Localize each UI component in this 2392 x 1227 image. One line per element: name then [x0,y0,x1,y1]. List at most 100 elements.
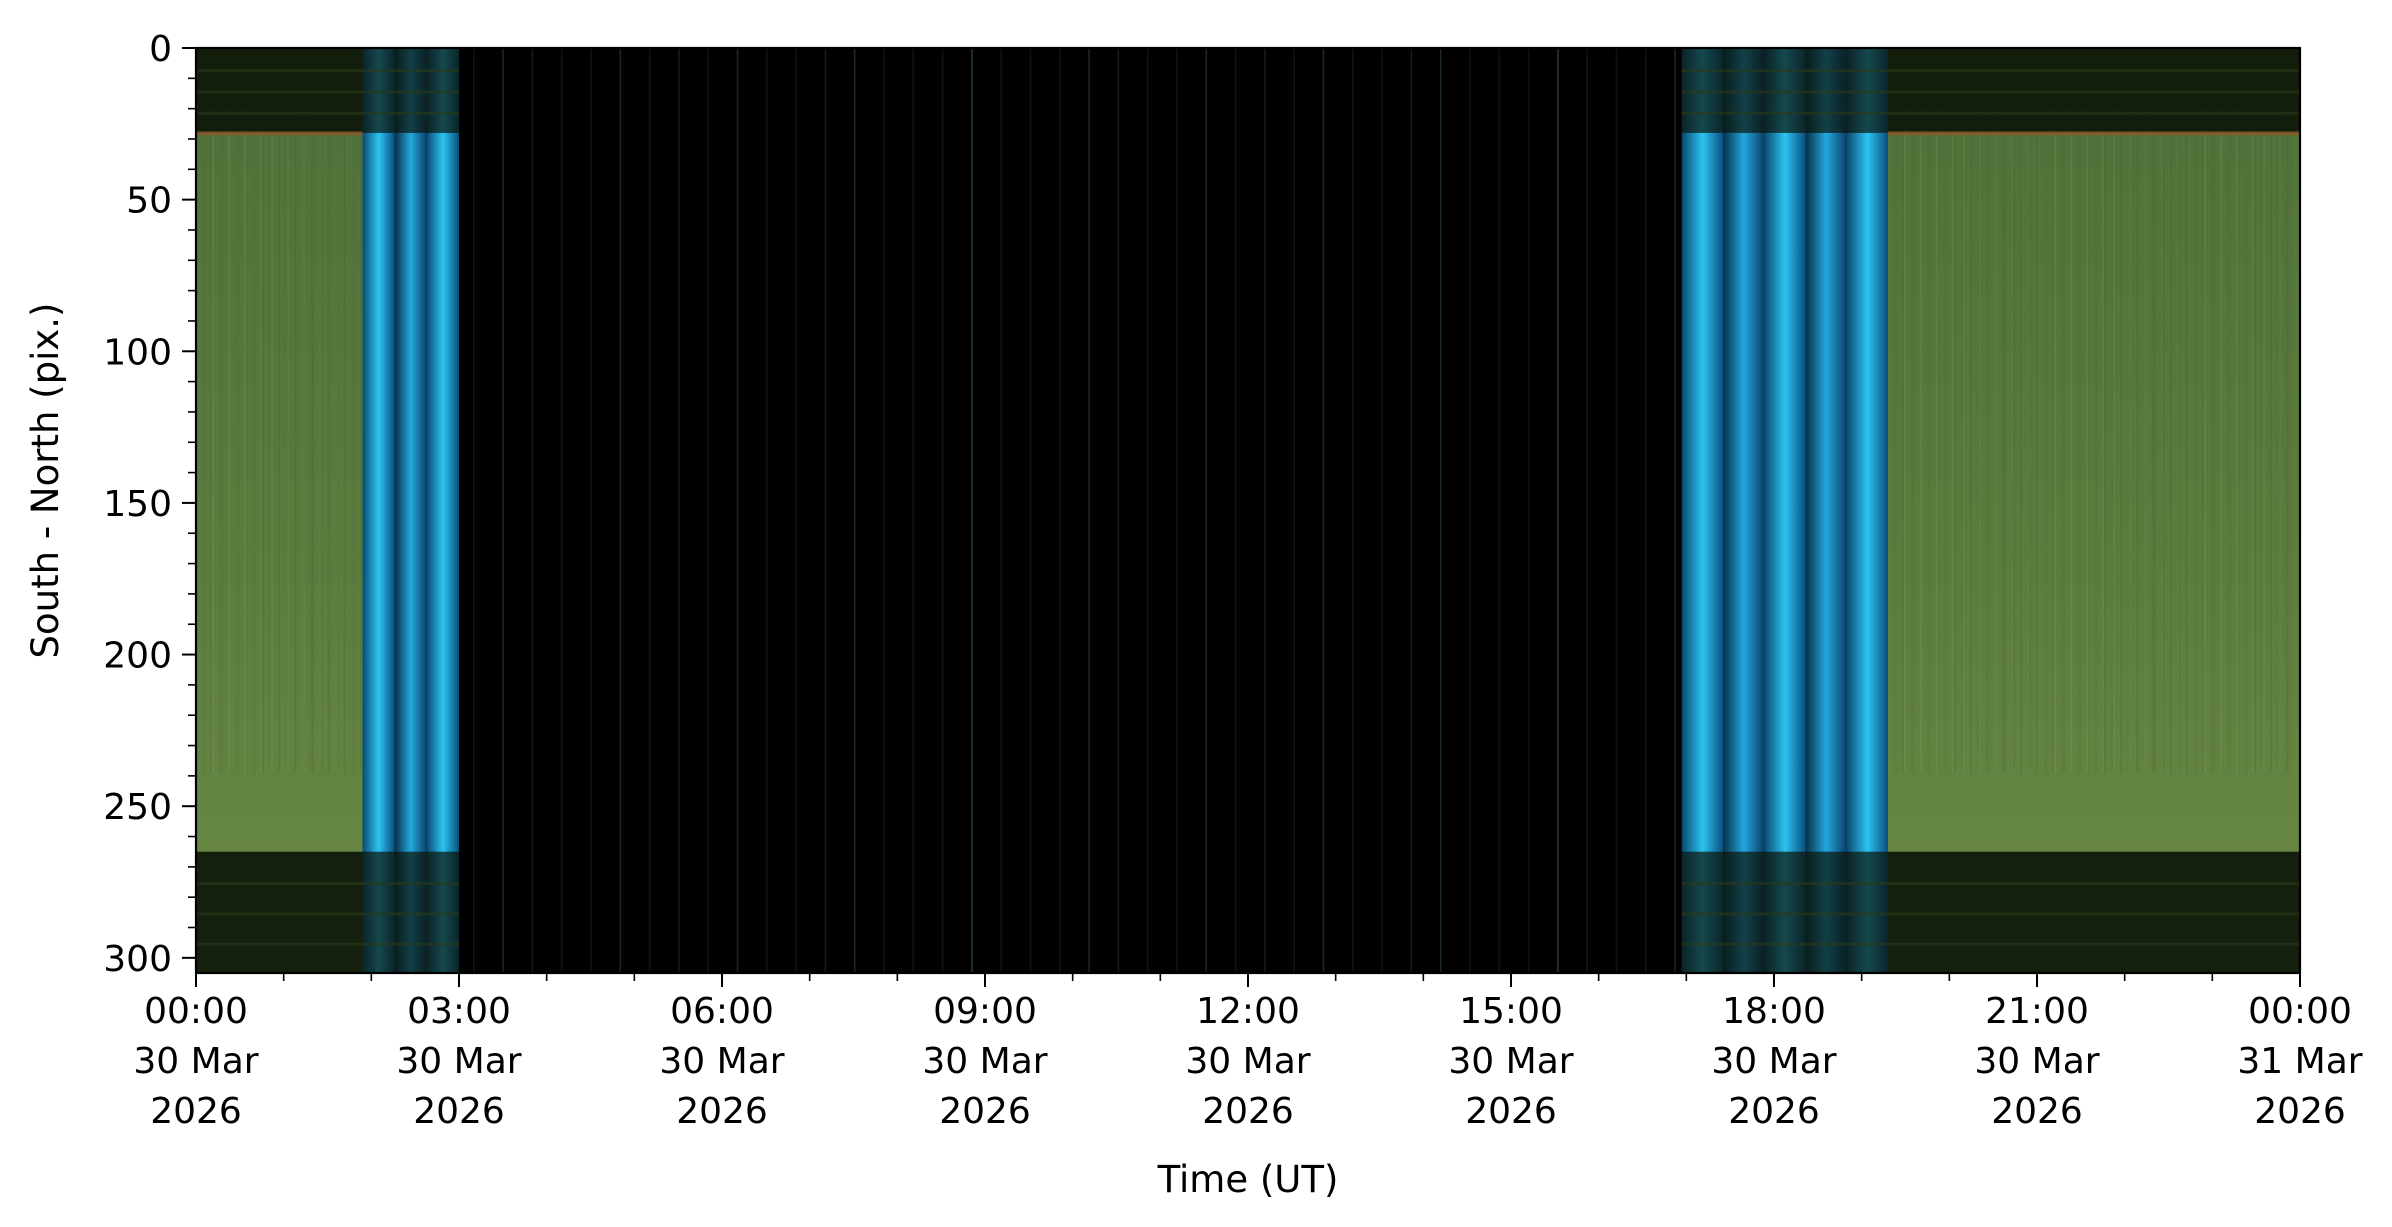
day-exposure-line [853,48,856,973]
night-streak [2151,108,2154,773]
day-exposure-line [1029,48,1032,973]
band-line [196,882,363,886]
y-axis: 0 50 100 150 200 250 300 [103,29,196,980]
band-line [362,942,459,946]
night-streak [2201,108,2204,773]
night-streak [2219,108,2222,773]
x-tick-label: 30 Mar [1185,1041,1310,1082]
day-exposure-line [1322,48,1325,973]
x-tick-label: 31 Mar [2237,1041,2362,1082]
night-streak [2062,108,2065,773]
night-streak [203,108,205,773]
band-line [362,912,459,916]
x-axis-label: Time (UT) [1157,1158,1339,1201]
night-streak [1928,108,1931,773]
night-streak [2078,108,2081,773]
y-tick-label: 100 [103,332,172,373]
band-line [1681,90,1888,94]
night-streak [2035,108,2038,773]
twilight-stripe [1805,48,1847,973]
day-exposure-line [1469,48,1471,973]
x-tick-label: 2026 [2254,1091,2346,1132]
night-streak [346,108,348,773]
day-exposure-line [1205,48,1208,973]
night-streak [1985,108,1988,773]
day-exposure-line [766,48,768,973]
night-streak [246,108,248,773]
night-streak [1903,108,1906,773]
night-streak [1994,108,1997,773]
y-tick-label: 0 [149,29,172,70]
night-streak [2253,108,2256,773]
night-streak [262,108,264,773]
day-exposure-line [648,48,651,973]
night-streak [278,108,280,773]
day-exposure-line [1293,48,1295,973]
night-streak [2087,108,2090,773]
band-line [196,912,363,916]
night-streak [2085,108,2088,773]
day-exposure-line [1117,48,1120,973]
night-streak [1969,108,1972,773]
x-tick-label: 2026 [1465,1091,1557,1132]
night-streak [2053,108,2056,773]
night-streak [2235,108,2238,773]
night-streak [235,108,237,773]
day-exposure-line [912,48,915,973]
day-exposure-line [1234,48,1237,973]
night-streak [1953,108,1956,773]
band-line [1887,912,2300,916]
band-line [362,111,459,115]
night-streak [1944,108,1947,773]
night-streak [2187,108,2190,773]
day-exposure-line [590,48,592,973]
night-streak [2026,108,2029,773]
night-streak [2276,108,2279,773]
night-streak [1910,108,1913,773]
night-streak [2203,108,2206,773]
night-streak [2135,108,2138,773]
night-streak [1919,108,1922,773]
night-streak [328,108,330,773]
night-streak [260,108,262,773]
band-line [1681,942,1888,946]
night-streak [2044,108,2047,773]
night-streak [2212,108,2215,773]
night-streak [303,108,305,773]
x-tick-label: 30 Mar [1448,1041,1573,1082]
day-exposure-line [1088,48,1090,973]
night-streak [2128,108,2131,773]
night-streak [2076,108,2079,773]
day-exposure-line [707,48,709,973]
region-twilight-3 [1681,48,1888,973]
night-streak [2094,108,2097,773]
night-streak [271,108,273,773]
band-line [196,111,363,115]
region-night-0 [196,48,363,973]
night-streak [2028,108,2031,773]
x-tick-label: 30 Mar [396,1041,521,1082]
night-streak [1926,108,1929,773]
night-streak [2126,108,2129,773]
night-streak [1987,108,1990,773]
x-tick-label: 2026 [676,1091,768,1132]
night-streak [219,108,221,773]
night-streak [2019,108,2022,773]
night-region-fill [196,48,363,973]
day-exposure-line [1352,48,1354,973]
night-streak [2169,108,2172,773]
x-axis: 00:00 30 Mar 2026 03:00 30 Mar 2026 06:00 30 Ma… [133,973,2363,1132]
night-streak [2194,108,2197,773]
night-streak [2153,108,2156,773]
day-exposure-line [1674,48,1676,973]
x-tick-label: 2026 [1202,1091,1294,1132]
x-tick-label: 00:00 [2248,991,2352,1032]
night-streak [353,108,355,773]
y-tick-label: 150 [103,484,172,525]
band-line [1887,882,2300,886]
horizon-line [1887,131,2300,136]
keogram-image [196,48,2300,973]
day-exposure-line [1586,48,1588,973]
night-streak [2278,108,2281,773]
